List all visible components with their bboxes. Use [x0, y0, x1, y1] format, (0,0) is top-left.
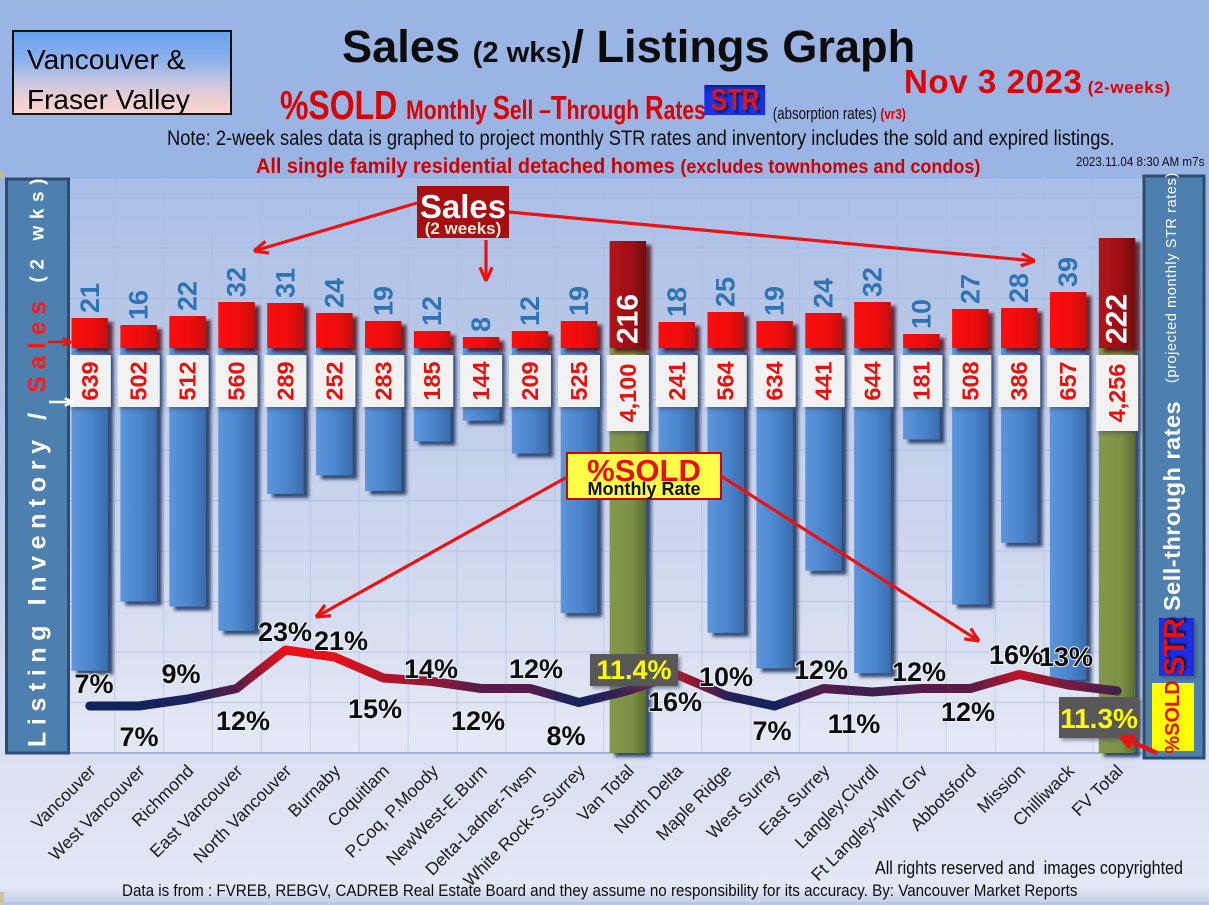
svg-text:Sell-through rates: Sell-through rates [1159, 401, 1185, 611]
svg-text:18: 18 [662, 287, 692, 317]
svg-text:8%: 8% [546, 721, 585, 751]
svg-text:22: 22 [173, 281, 203, 311]
svg-text:31: 31 [270, 268, 300, 298]
svg-text:283: 283 [370, 361, 396, 400]
svg-text:11.3%: 11.3% [1060, 703, 1138, 734]
svg-text:181: 181 [908, 361, 934, 400]
svg-text:512: 512 [175, 361, 201, 400]
svg-text:13%: 13% [1039, 642, 1093, 672]
svg-text:12%: 12% [794, 655, 848, 685]
svg-text:Listing Inventory / Sales (2: Listing Inventory / Sales (2 wks) [24, 172, 52, 747]
svg-text:644: 644 [860, 361, 886, 400]
svg-text:19: 19 [760, 286, 790, 316]
svg-text:9%: 9% [161, 659, 200, 689]
svg-text:12%: 12% [941, 697, 995, 727]
svg-text:10%: 10% [699, 662, 753, 692]
svg-text:12: 12 [417, 296, 447, 326]
svg-text:32: 32 [858, 267, 888, 297]
svg-text:16: 16 [124, 290, 154, 320]
svg-text:564: 564 [713, 361, 739, 400]
svg-text:386: 386 [1006, 361, 1032, 400]
svg-text:11.4%: 11.4% [596, 655, 671, 685]
svg-text:21: 21 [75, 283, 105, 313]
svg-text:10: 10 [906, 299, 936, 329]
svg-text:19: 19 [368, 286, 398, 316]
svg-text:39: 39 [1053, 257, 1083, 287]
svg-text:24: 24 [809, 278, 839, 308]
svg-text:11%: 11% [828, 709, 881, 739]
svg-text:657: 657 [1055, 361, 1081, 400]
svg-text:441: 441 [811, 361, 837, 400]
svg-text:4,100: 4,100 [615, 364, 641, 423]
svg-text:525: 525 [566, 361, 592, 400]
svg-text:16%: 16% [989, 640, 1043, 670]
svg-text:7%: 7% [119, 722, 158, 752]
svg-text:289: 289 [272, 361, 298, 400]
svg-text:Sales: Sales [420, 188, 506, 225]
svg-text:FV Total: FV Total [1068, 761, 1127, 820]
svg-text:16%: 16% [648, 687, 702, 717]
svg-text:241: 241 [664, 361, 690, 400]
svg-text:634: 634 [762, 361, 788, 400]
svg-text:4,256: 4,256 [1104, 364, 1130, 423]
svg-text:24: 24 [319, 278, 349, 308]
svg-text:14%: 14% [404, 654, 458, 684]
svg-text:%SOLD: %SOLD [587, 453, 701, 488]
svg-text:25: 25 [711, 277, 741, 307]
svg-text:12: 12 [515, 296, 545, 326]
svg-text:32: 32 [222, 267, 252, 297]
svg-text:144: 144 [468, 361, 494, 400]
svg-text:7%: 7% [752, 716, 791, 746]
svg-text:639: 639 [77, 361, 103, 400]
svg-text:216: 216 [611, 294, 644, 344]
svg-text:222: 222 [1101, 294, 1134, 344]
svg-text:12%: 12% [509, 654, 563, 684]
svg-text:28: 28 [1004, 273, 1034, 303]
svg-text:(2 weeks): (2 weeks) [425, 219, 502, 238]
svg-text:7%: 7% [74, 669, 113, 699]
svg-text:252: 252 [321, 361, 347, 400]
svg-text:508: 508 [957, 361, 983, 400]
svg-text:12%: 12% [451, 706, 505, 736]
svg-text:21%: 21% [314, 626, 368, 656]
svg-text:502: 502 [126, 361, 152, 400]
svg-text:12%: 12% [892, 657, 946, 687]
svg-text:15%: 15% [348, 694, 402, 724]
svg-text:19: 19 [564, 286, 594, 316]
svg-text:%SOLD: %SOLD [1162, 680, 1184, 753]
svg-text:560: 560 [224, 361, 250, 400]
svg-text:12%: 12% [216, 706, 270, 736]
svg-text:(projected monthly STR rates): (projected monthly STR rates) [1164, 172, 1180, 383]
svg-text:Monthly Rate: Monthly Rate [587, 479, 700, 499]
svg-text:27: 27 [955, 274, 985, 304]
svg-text:185: 185 [419, 361, 445, 400]
svg-text:23%: 23% [258, 617, 312, 647]
svg-text:STR: STR [1159, 618, 1191, 676]
svg-text:8: 8 [466, 317, 496, 332]
svg-text:209: 209 [517, 361, 543, 400]
